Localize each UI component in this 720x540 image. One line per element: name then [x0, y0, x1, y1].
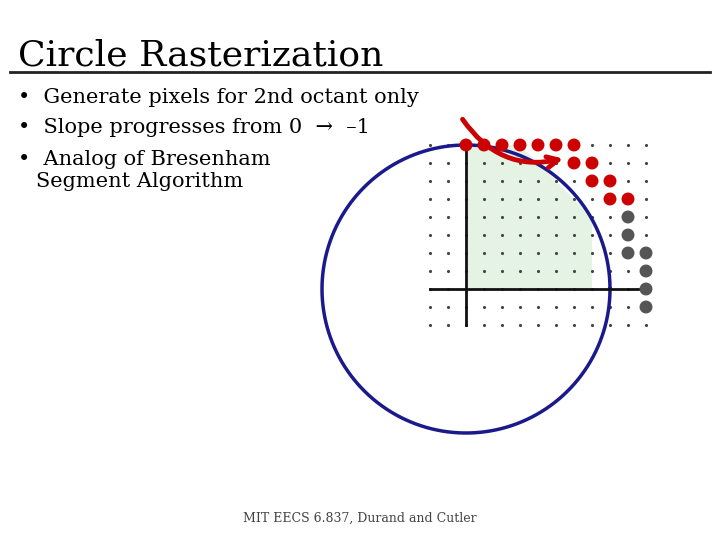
Circle shape — [640, 247, 652, 259]
Circle shape — [568, 139, 580, 151]
Text: •  Analog of Bresenham: • Analog of Bresenham — [18, 150, 271, 169]
Circle shape — [640, 284, 652, 295]
Text: MIT EECS 6.837, Durand and Cutler: MIT EECS 6.837, Durand and Cutler — [243, 512, 477, 525]
Circle shape — [550, 139, 562, 151]
Circle shape — [586, 176, 598, 187]
Polygon shape — [466, 145, 592, 289]
Circle shape — [622, 230, 634, 241]
Circle shape — [586, 157, 598, 169]
Circle shape — [514, 139, 526, 151]
Circle shape — [604, 193, 616, 205]
Text: •  Slope progresses from 0  →  –1: • Slope progresses from 0 → –1 — [18, 118, 370, 137]
Circle shape — [604, 176, 616, 187]
Text: Segment Algorithm: Segment Algorithm — [36, 172, 243, 191]
Circle shape — [640, 265, 652, 277]
Circle shape — [568, 157, 580, 169]
Text: •  Generate pixels for 2nd octant only: • Generate pixels for 2nd octant only — [18, 88, 419, 107]
Circle shape — [640, 301, 652, 313]
Circle shape — [532, 139, 544, 151]
Text: Circle Rasterization: Circle Rasterization — [18, 38, 383, 72]
Circle shape — [622, 211, 634, 223]
Circle shape — [460, 139, 472, 151]
Circle shape — [496, 139, 508, 151]
Circle shape — [478, 139, 490, 151]
Circle shape — [622, 193, 634, 205]
Circle shape — [622, 247, 634, 259]
